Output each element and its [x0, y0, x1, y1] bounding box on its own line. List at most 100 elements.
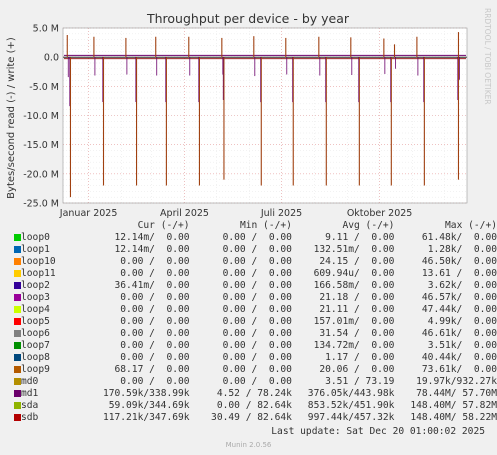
- legend-series-name: loop5: [21, 316, 50, 327]
- legend-avg-value: 997.44k/457.32k: [307, 412, 395, 423]
- y-tick-label: -15.0 M: [23, 140, 59, 151]
- legend-series-name: md1: [21, 388, 39, 399]
- legend-min-value: 0.00 / 82.64k: [216, 400, 292, 411]
- legend-max-value: 46.61k/ 0.00: [421, 328, 497, 339]
- legend-swatch: [0, 400, 21, 412]
- legend-avg-value: 21.11 / 0.00: [319, 304, 395, 315]
- legend-min-value: 0.00 / 0.00: [222, 232, 292, 243]
- legend-color-swatch: [14, 281, 21, 289]
- legend-min-value: 4.52 / 78.24k: [216, 388, 292, 399]
- legend-avg-value: 157.01m/ 0.00: [313, 316, 395, 327]
- legend-swatch: [0, 292, 21, 304]
- legend-color-swatch: [14, 365, 21, 373]
- legend-color-swatch: [14, 413, 21, 421]
- legend-avg-value: 24.15 / 0.00: [319, 256, 395, 267]
- legend-row: md1 170.59k/338.99k 4.52 / 78.24k 376.05k/4…: [0, 388, 497, 400]
- legend-color-swatch: [14, 377, 21, 385]
- plot-frame: [62, 27, 468, 204]
- legend-swatch: [0, 280, 21, 292]
- legend-cur-value: 0.00 / 0.00: [120, 304, 190, 315]
- legend-max-value: 13.61 / 0.00: [421, 268, 497, 279]
- legend-max-value: 46.57k/ 0.00: [421, 292, 497, 303]
- legend-cur-value: 0.00 / 0.00: [120, 328, 190, 339]
- legend-avg-value: 132.51m/ 0.00: [313, 244, 395, 255]
- legend-cur-value: 36.41m/ 0.00: [114, 280, 190, 291]
- legend-header-row: Cur (-/+) Min (-/+) Avg (-/+) Max (-/+): [0, 220, 497, 232]
- legend-header-cur: Cur (-/+): [137, 220, 190, 231]
- legend-row: loop9 68.17 / 0.00 0.00 / 0.00 20.06 / 0.00…: [0, 364, 497, 376]
- legend-series-name: loop2: [21, 280, 50, 291]
- legend-color-swatch: [14, 353, 21, 361]
- legend-cur-value: 170.59k/338.99k: [102, 388, 190, 399]
- legend-max-value: 4.99k/ 0.00: [427, 316, 497, 327]
- legend-cur-value: 12.14m/ 0.00: [114, 232, 190, 243]
- legend-avg-value: 609.94u/ 0.00: [313, 268, 395, 279]
- legend-max-value: 47.44k/ 0.00: [421, 304, 497, 315]
- legend-header-max: Max (-/+): [445, 220, 497, 231]
- legend-row: loop4 0.00 / 0.00 0.00 / 0.00 21.11 / 0.00 4…: [0, 304, 497, 316]
- y-tick-label: -10.0 M: [23, 111, 59, 122]
- legend-cur-value: 0.00 / 0.00: [120, 292, 190, 303]
- legend-cur-value: 117.21k/347.69k: [102, 412, 190, 423]
- legend-series-name: md0: [21, 376, 39, 387]
- munin-version: Munin 2.0.56: [225, 441, 272, 449]
- legend-cur-value: 0.00 / 0.00: [120, 340, 190, 351]
- legend-avg-value: 3.51 / 73.19: [325, 376, 395, 387]
- legend-color-swatch: [14, 257, 21, 265]
- legend-row: loop8 0.00 / 0.00 0.00 / 0.00 1.17 / 0.00 40…: [0, 352, 497, 364]
- legend-max-value: 148.40M/ 57.82M: [410, 400, 497, 411]
- legend-series-name: loop4: [21, 304, 50, 315]
- legend-swatch: [0, 244, 21, 256]
- legend-series-name: loop11: [21, 268, 56, 279]
- legend-cur-value: 0.00 / 0.00: [120, 256, 190, 267]
- legend-min-value: 0.00 / 0.00: [222, 340, 292, 351]
- legend-color-swatch: [14, 317, 21, 325]
- watermark: RRDTOOL / TOBI OETIKER: [483, 8, 492, 105]
- legend-color-swatch: [14, 341, 21, 349]
- legend-min-value: 0.00 / 0.00: [222, 376, 292, 387]
- legend-header-min: Min (-/+): [239, 220, 292, 231]
- legend-swatch: [0, 316, 21, 328]
- legend-min-value: 0.00 / 0.00: [222, 280, 292, 291]
- legend-max-value: 3.62k/ 0.00: [427, 280, 497, 291]
- x-tick-label: April 2025: [160, 208, 209, 219]
- legend-avg-value: 134.72m/ 0.00: [313, 340, 395, 351]
- legend-row: sdb 117.21k/347.69k 30.49 / 82.64k 997.44k/…: [0, 412, 497, 424]
- legend-max-value: 3.51k/ 0.00: [427, 340, 497, 351]
- legend-swatch: [0, 376, 21, 388]
- y-axis-label: Bytes/second read (-) / write (+): [6, 37, 17, 199]
- legend-row: loop3 0.00 / 0.00 0.00 / 0.00 21.18 / 0.00 4…: [0, 292, 497, 304]
- legend-row: loop11 0.00 / 0.00 0.00 / 0.00 609.94u/ 0.0…: [0, 268, 497, 280]
- y-tick-label: 5.0 M: [33, 24, 59, 35]
- legend-max-value: 78.44M/ 57.70M: [416, 388, 497, 399]
- legend-swatch: [0, 364, 21, 376]
- legend-series-name: loop1: [21, 244, 50, 255]
- legend-avg-value: 20.06 / 0.00: [319, 364, 395, 375]
- legend-series-name: loop7: [21, 340, 50, 351]
- legend-cur-value: 0.00 / 0.00: [120, 376, 190, 387]
- y-tick-label: -5.0 M: [29, 82, 59, 93]
- legend-row: loop7 0.00 / 0.00 0.00 / 0.00 134.72m/ 0.00…: [0, 340, 497, 352]
- chart-title: Throughput per device - by year: [146, 11, 350, 26]
- y-tick-label: -25.0 M: [23, 199, 59, 210]
- legend-avg-value: 376.05k/443.98k: [307, 388, 395, 399]
- legend-cur-value: 68.17 / 0.00: [114, 364, 190, 375]
- legend-row: loop2 36.41m/ 0.00 0.00 / 0.00 166.58m/ 0.0…: [0, 280, 497, 292]
- legend-series-name: loop10: [21, 256, 56, 267]
- y-tick-label: -20.0 M: [23, 169, 59, 180]
- legend-series-name: loop8: [21, 352, 50, 363]
- legend-cur-value: 0.00 / 0.00: [120, 316, 190, 327]
- legend-max-value: 19.97k/932.27k: [416, 376, 497, 387]
- legend-cur-value: 59.09k/344.69k: [108, 400, 190, 411]
- legend-color-swatch: [14, 305, 21, 313]
- legend-min-value: 0.00 / 0.00: [222, 364, 292, 375]
- legend-row: loop6 0.00 / 0.00 0.00 / 0.00 31.54 / 0.00 4…: [0, 328, 497, 340]
- legend-cur-value: 12.14m/ 0.00: [114, 244, 190, 255]
- legend-max-value: 73.61k/ 0.00: [421, 364, 497, 375]
- x-tick-label: Juli 2025: [260, 208, 302, 219]
- legend-series-name: loop3: [21, 292, 50, 303]
- legend-max-value: 148.40M/ 58.22M: [410, 412, 497, 423]
- legend-max-value: 46.50k/ 0.00: [421, 256, 497, 267]
- x-tick-label: Oktober 2025: [347, 208, 413, 219]
- legend-row: loop1 12.14m/ 0.00 0.00 / 0.00 132.51m/ 0.0…: [0, 244, 497, 256]
